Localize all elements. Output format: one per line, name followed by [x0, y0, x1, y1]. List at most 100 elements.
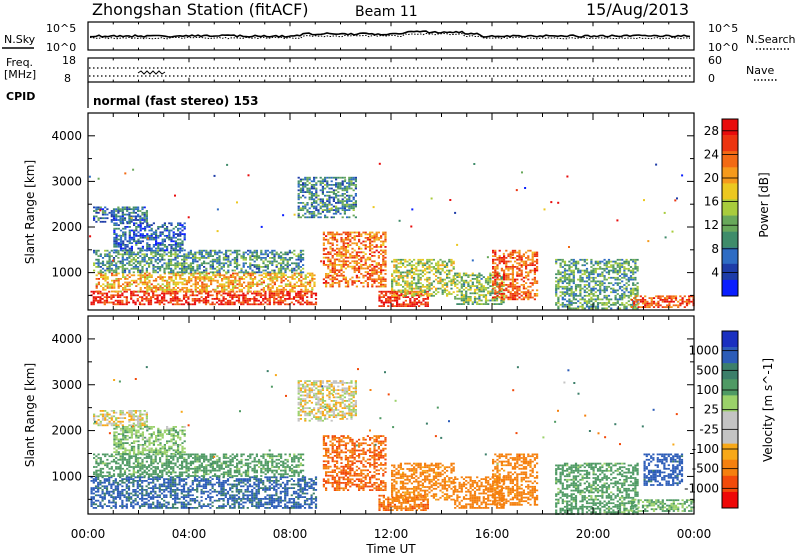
range-cell — [481, 300, 483, 302]
range-cell — [305, 287, 307, 289]
range-cell — [404, 295, 406, 297]
range-cell — [102, 289, 104, 291]
range-cell — [505, 284, 507, 286]
range-cell — [212, 303, 214, 305]
range-cell — [127, 226, 129, 228]
range-cell — [356, 264, 358, 266]
range-cell — [173, 235, 175, 237]
range-cell — [398, 298, 400, 300]
range-cell — [360, 251, 362, 253]
range-cell — [168, 278, 170, 280]
range-cell — [217, 287, 219, 289]
range-cell — [155, 289, 157, 291]
range-cell — [599, 281, 601, 283]
range-cell — [234, 280, 236, 282]
range-cell — [326, 177, 328, 179]
range-cell — [343, 259, 345, 261]
range-cell — [302, 202, 304, 204]
power-panel: 1000200030004000 Slant Range [km] 481216… — [23, 113, 771, 310]
range-cell — [219, 276, 221, 278]
range-cell — [637, 288, 639, 290]
range-cell — [582, 297, 584, 299]
range-cell — [186, 287, 188, 289]
range-cell — [133, 252, 135, 254]
range-cell — [336, 255, 338, 257]
range-cell — [236, 250, 238, 252]
range-cell — [525, 293, 527, 295]
range-cell — [98, 255, 100, 257]
range-cell — [351, 280, 353, 282]
range-cell — [198, 293, 200, 295]
range-cell — [135, 259, 137, 261]
range-cell — [228, 278, 230, 280]
range-cell — [234, 259, 236, 261]
range-cell — [283, 291, 285, 293]
range-cell — [501, 298, 503, 300]
range-cell — [116, 237, 118, 239]
range-cell — [111, 270, 113, 272]
range-cell — [304, 206, 306, 208]
range-cell — [617, 299, 619, 301]
range-cell — [117, 266, 119, 268]
range-cell — [623, 293, 625, 295]
range-cell — [275, 294, 277, 296]
range-cell — [289, 282, 291, 284]
range-cell — [128, 217, 130, 219]
range-cell — [582, 277, 584, 279]
range-cell — [185, 296, 187, 298]
range-cell — [106, 300, 108, 302]
range-cell — [262, 303, 264, 305]
range-cell — [478, 274, 480, 276]
range-cell — [411, 261, 413, 263]
range-cell — [239, 283, 241, 285]
range-cell — [218, 264, 220, 266]
range-cell — [444, 288, 446, 290]
range-cell — [325, 280, 327, 282]
range-cell — [177, 266, 179, 268]
range-cell — [245, 285, 247, 287]
range-cell — [536, 262, 538, 264]
range-cell — [360, 268, 362, 270]
range-cell — [467, 283, 469, 285]
range-cell — [369, 277, 371, 279]
range-cell — [212, 280, 214, 282]
range-cell — [95, 296, 97, 298]
range-cell — [662, 299, 664, 301]
range-cell — [579, 270, 581, 272]
range-cell — [190, 262, 192, 264]
range-cell — [192, 274, 194, 276]
range-cell — [192, 276, 194, 278]
range-cell — [345, 268, 347, 270]
range-cell — [291, 291, 293, 293]
range-cell — [521, 270, 523, 272]
range-cell — [104, 274, 106, 276]
range-cell — [252, 282, 254, 284]
range-cell — [119, 296, 121, 298]
range-cell — [155, 271, 157, 273]
range-cell — [335, 197, 337, 199]
range-cell — [168, 282, 170, 284]
range-cell — [398, 290, 400, 292]
range-cell — [383, 305, 385, 307]
range-cell — [124, 282, 126, 284]
range-cell — [478, 273, 480, 275]
range-cell — [463, 294, 465, 296]
range-cell — [267, 303, 269, 305]
range-cell — [221, 287, 223, 289]
range-cell — [442, 293, 444, 295]
range-cell — [185, 259, 187, 261]
range-cell — [521, 266, 523, 268]
range-cell — [411, 268, 413, 270]
range-cell — [269, 252, 271, 254]
range-cell — [113, 219, 115, 221]
range-cell — [568, 304, 570, 306]
range-cell — [236, 296, 238, 298]
range-cell — [142, 233, 144, 235]
range-cell — [280, 302, 282, 304]
range-cell — [394, 305, 396, 307]
range-cell — [162, 280, 164, 282]
range-cell — [461, 292, 463, 294]
range-cell — [252, 283, 254, 285]
range-cell — [141, 298, 143, 300]
range-cell — [373, 241, 375, 243]
